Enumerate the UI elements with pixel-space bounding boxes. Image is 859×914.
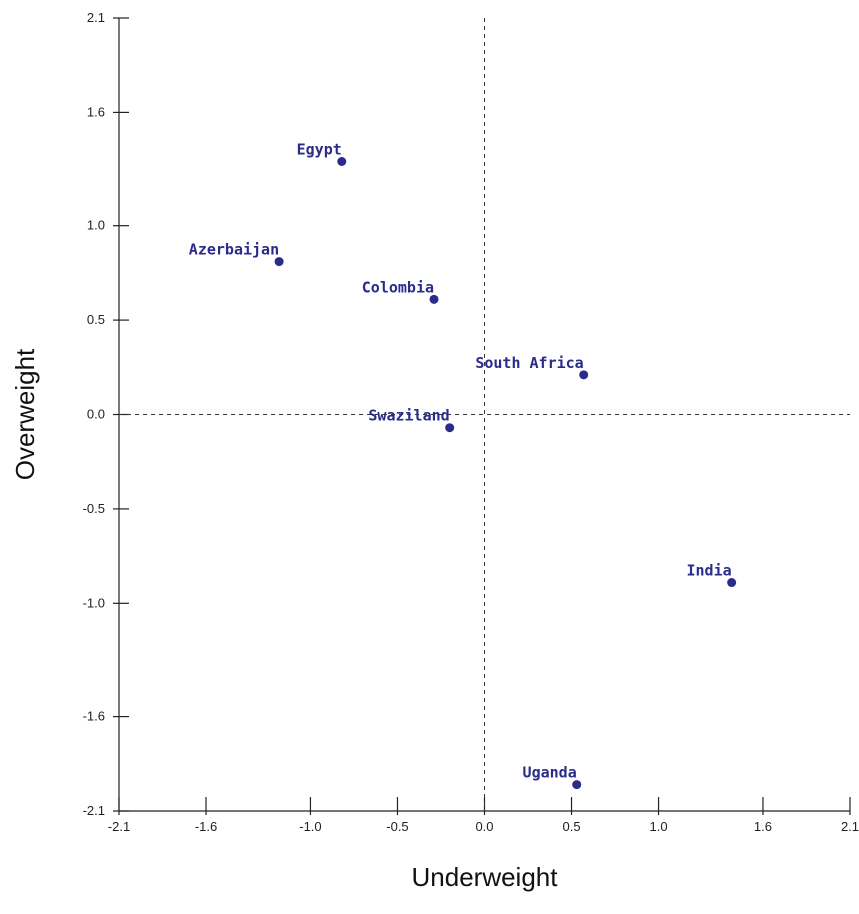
y-tick-label: 1.0 [87,218,105,233]
data-point [429,294,439,304]
x-tick-label: 1.6 [754,819,772,834]
data-points: Egypt Azerbaijan Colombia South Africa Swazi… [189,140,737,790]
data-point-label: Colombia [362,278,434,296]
data-point [572,780,582,790]
data-point-label: South Africa [475,354,583,372]
y-tick-label: 0.0 [87,407,105,422]
x-tick-label: 0.0 [475,819,493,834]
data-point-label: India [686,562,731,580]
data-point-label: Egypt [297,140,342,158]
reference-lines [119,18,850,811]
data-point [274,257,284,267]
data-point [445,423,455,433]
x-tick-label: -1.0 [299,819,321,834]
axes: 2.1 1.6 1.0 0.5 0.0 -0.5 -1.0 -1.6 -2.1-2.1 -1.6 -… [83,10,859,834]
data-point-label: Swaziland [368,407,449,425]
y-tick-label: 1.6 [87,104,105,119]
x-tick-label: 2.1 [841,819,859,834]
data-point-label: Uganda [523,764,577,782]
y-tick-label: -1.0 [83,595,105,610]
x-tick-label: 0.5 [562,819,580,834]
x-tick-label: 1.0 [650,819,668,834]
data-point-label: Azerbaijan [189,241,279,259]
y-tick-label: -1.6 [83,709,105,724]
x-tick-label: -0.5 [386,819,408,834]
y-tick-label: 0.5 [87,312,105,327]
data-point [337,156,347,166]
data-point [727,578,737,588]
x-axis-title: Underweight [412,862,559,892]
y-tick-label: 2.1 [87,10,105,25]
y-tick-label: -2.1 [83,803,105,818]
data-point [579,370,589,380]
y-tick-label: -0.5 [83,501,105,516]
y-axis-title: Overweight [10,348,40,480]
x-tick-label: -1.6 [195,819,217,834]
x-tick-label: -2.1 [108,819,130,834]
